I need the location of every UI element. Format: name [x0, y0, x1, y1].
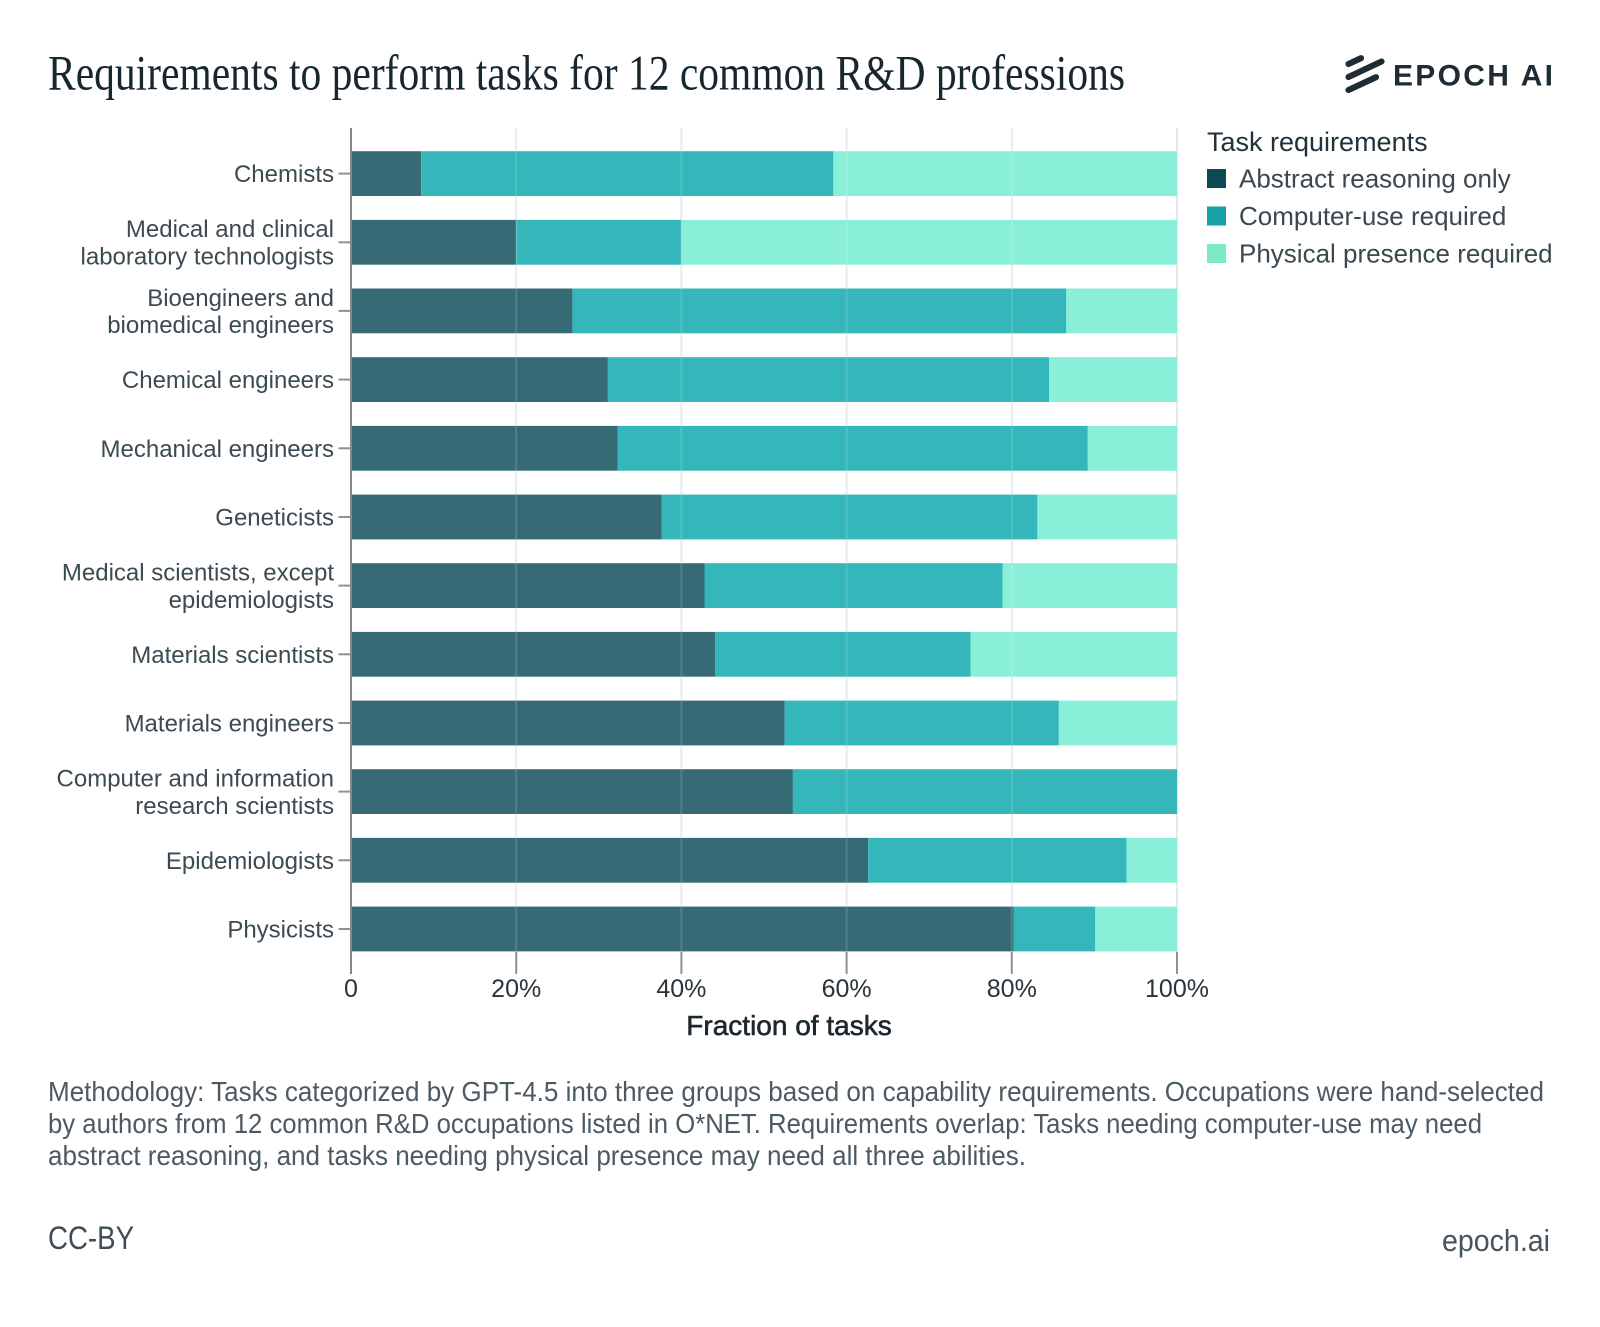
svg-text:biomedical engineers: biomedical engineers	[107, 312, 334, 339]
svg-text:Chemists: Chemists	[234, 161, 334, 188]
svg-text:20%: 20%	[491, 975, 541, 1003]
svg-text:research scientists: research scientists	[135, 793, 334, 820]
svg-text:EPOCH AI: EPOCH AI	[1393, 59, 1555, 92]
svg-text:Requirements to perform tasks: Requirements to perform tasks for 12 com…	[48, 45, 1125, 101]
svg-text:epidemiologists: epidemiologists	[169, 587, 334, 614]
svg-text:80%: 80%	[987, 975, 1037, 1003]
svg-text:Bioengineers and: Bioengineers and	[147, 285, 334, 312]
svg-text:by authors from 12 common R&D: by authors from 12 common R&D occupation…	[48, 1108, 1482, 1139]
svg-text:Abstract reasoning only: Abstract reasoning only	[1239, 164, 1511, 194]
svg-text:Physical presence required: Physical presence required	[1239, 239, 1553, 269]
svg-text:Physicists: Physicists	[227, 917, 334, 944]
svg-text:Computer-use required: Computer-use required	[1239, 201, 1506, 231]
svg-text:abstract reasoning, and tasks: abstract reasoning, and tasks needing ph…	[48, 1140, 1026, 1171]
svg-text:Medical and clinical: Medical and clinical	[126, 216, 334, 243]
svg-text:laboratory technologists: laboratory technologists	[81, 244, 334, 271]
svg-text:100%: 100%	[1145, 975, 1209, 1003]
svg-text:Epidemiologists: Epidemiologists	[166, 848, 334, 875]
svg-text:Mechanical engineers: Mechanical engineers	[101, 436, 334, 463]
svg-text:0: 0	[344, 975, 358, 1003]
svg-text:CC-BY: CC-BY	[48, 1220, 134, 1256]
svg-text:Fraction of tasks: Fraction of tasks	[686, 1010, 891, 1041]
svg-text:Geneticists: Geneticists	[215, 505, 334, 532]
svg-text:Materials scientists: Materials scientists	[131, 642, 334, 669]
svg-text:Task requirements: Task requirements	[1207, 127, 1428, 157]
svg-text:40%: 40%	[656, 975, 706, 1003]
svg-text:Methodology: Tasks categorized: Methodology: Tasks categorized by GPT-4.…	[48, 1076, 1544, 1107]
svg-text:epoch.ai: epoch.ai	[1442, 1223, 1550, 1258]
svg-text:Computer and information: Computer and information	[57, 766, 334, 793]
svg-text:Materials engineers: Materials engineers	[125, 711, 334, 738]
svg-text:Medical scientists, except: Medical scientists, except	[62, 560, 334, 587]
svg-text:60%: 60%	[822, 975, 872, 1003]
svg-text:Chemical engineers: Chemical engineers	[122, 367, 334, 394]
